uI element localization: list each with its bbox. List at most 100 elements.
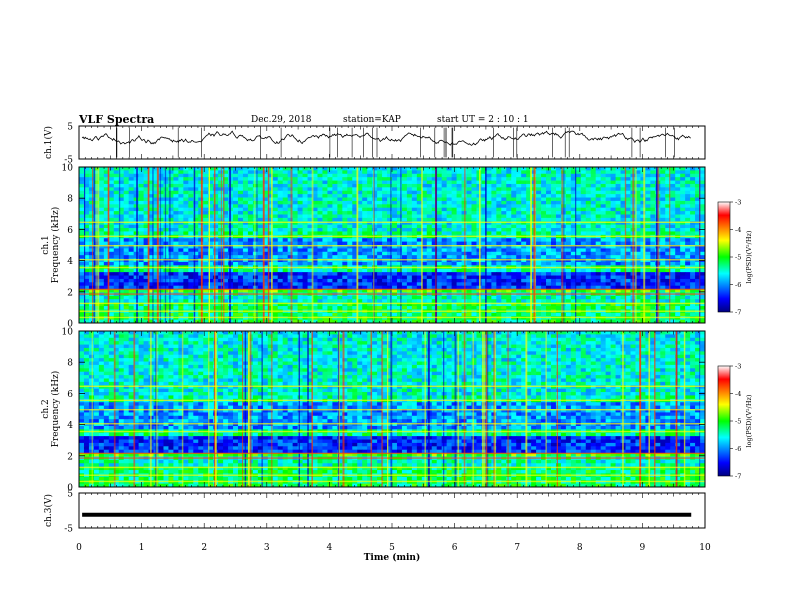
heatmap-cell: [148, 238, 155, 243]
heatmap-cell: [466, 187, 472, 192]
heatmap-cell: [262, 197, 269, 202]
heatmap-cell: [267, 228, 274, 232]
heatmap-cell: [451, 207, 458, 212]
heatmap-cell: [700, 268, 706, 273]
heatmap-cell: [645, 224, 651, 229]
heatmap-cell: [98, 190, 105, 195]
heatmap-cell: [352, 217, 358, 222]
heatmap-cell: [481, 200, 487, 205]
heatmap-cell: [237, 255, 244, 260]
heatmap-cell: [327, 272, 333, 277]
heatmap-cell: [466, 268, 472, 273]
heatmap-cell: [600, 231, 607, 236]
heatmap-cell: [203, 278, 209, 283]
heatmap-cell: [287, 224, 294, 229]
heatmap-cell: [203, 221, 209, 226]
heatmap-cell: [605, 295, 612, 300]
heatmap-cell: [521, 248, 527, 253]
heatmap-cell: [163, 217, 169, 222]
heatmap-cell: [441, 268, 448, 273]
heatmap-cell: [307, 248, 314, 253]
heatmap-cell: [322, 268, 328, 273]
heatmap-cell: [446, 282, 453, 287]
heatmap-cell: [541, 272, 547, 277]
heatmap-cell: [332, 255, 338, 260]
heatmap-cell: [436, 167, 443, 171]
heatmap-cell: [277, 173, 284, 178]
heatmap-cell: [406, 282, 413, 287]
heatmap-cell: [650, 211, 656, 215]
heatmap-cell: [277, 177, 284, 182]
heatmap-cell: [436, 248, 443, 253]
heatmap-cell: [267, 214, 274, 219]
heatmap-cell: [118, 167, 125, 171]
heatmap-cell: [372, 255, 378, 260]
heatmap-cell: [436, 285, 443, 290]
heatmap-cell: [396, 272, 403, 277]
heatmap-cell: [387, 194, 393, 199]
heatmap-cell: [178, 282, 184, 287]
heatmap-cell: [640, 204, 646, 209]
heatmap-cell: [128, 173, 135, 178]
heatmap-cell: [337, 231, 343, 236]
heatmap-cell: [416, 278, 423, 283]
heatmap-cell: [640, 177, 646, 182]
heatmap-cell: [645, 282, 651, 287]
heatmap-cell: [223, 289, 229, 293]
heatmap-cell: [128, 272, 135, 277]
heatmap-cell: [247, 299, 254, 304]
heatmap-cell: [451, 241, 458, 246]
heatmap-cell: [541, 183, 547, 188]
heatmap-cell: [486, 228, 492, 232]
heatmap-cell: [188, 255, 194, 260]
heatmap-cell: [451, 272, 458, 277]
heatmap-cell: [665, 200, 671, 205]
heatmap-cell: [555, 190, 562, 195]
heatmap-cell: [675, 177, 681, 182]
heatmap-cell: [526, 231, 532, 236]
heatmap-cell: [163, 251, 169, 256]
heatmap-cell: [466, 180, 472, 185]
heatmap-cell: [387, 255, 393, 260]
heatmap-cell: [128, 221, 135, 226]
heatmap-cell: [297, 261, 304, 266]
heatmap-cell: [565, 187, 572, 192]
heatmap-cell: [516, 238, 522, 243]
heatmap-cell: [252, 238, 259, 243]
heatmap-cell: [446, 167, 453, 171]
heatmap-cell: [362, 295, 368, 300]
heatmap-cell: [178, 289, 184, 293]
heatmap-cell: [233, 170, 239, 175]
heatmap-cell: [406, 289, 413, 293]
heatmap-cell: [168, 245, 174, 249]
heatmap-cell: [347, 248, 353, 253]
heatmap-cell: [411, 248, 418, 253]
heatmap-cell: [262, 245, 269, 249]
heatmap-cell: [511, 248, 517, 253]
heatmap-cell: [685, 285, 691, 290]
heatmap-cell: [511, 231, 517, 236]
heatmap-cell: [695, 268, 701, 273]
heatmap-cell: [550, 248, 557, 253]
heatmap-cell: [481, 231, 487, 236]
heatmap-cell: [118, 278, 125, 283]
heatmap-cell: [645, 214, 651, 219]
heatmap-cell: [108, 261, 115, 266]
heatmap-cell: [446, 207, 453, 212]
heatmap-cell: [600, 228, 607, 232]
heatmap-cell: [431, 190, 438, 195]
heatmap-cell: [516, 167, 522, 171]
heatmap-cell: [406, 275, 413, 280]
heatmap-cell: [292, 278, 299, 283]
heatmap-cell: [213, 299, 219, 304]
heatmap-cell: [506, 177, 512, 182]
heatmap-cell: [625, 245, 631, 249]
heatmap-cell: [337, 214, 343, 219]
heatmap-cell: [600, 224, 607, 229]
heatmap-cell: [282, 278, 289, 283]
heatmap-cell: [218, 167, 224, 171]
heatmap-cell: [312, 224, 318, 229]
heatmap-cell: [491, 295, 497, 300]
heatmap-cell: [491, 238, 497, 243]
heatmap-cell: [188, 272, 194, 277]
